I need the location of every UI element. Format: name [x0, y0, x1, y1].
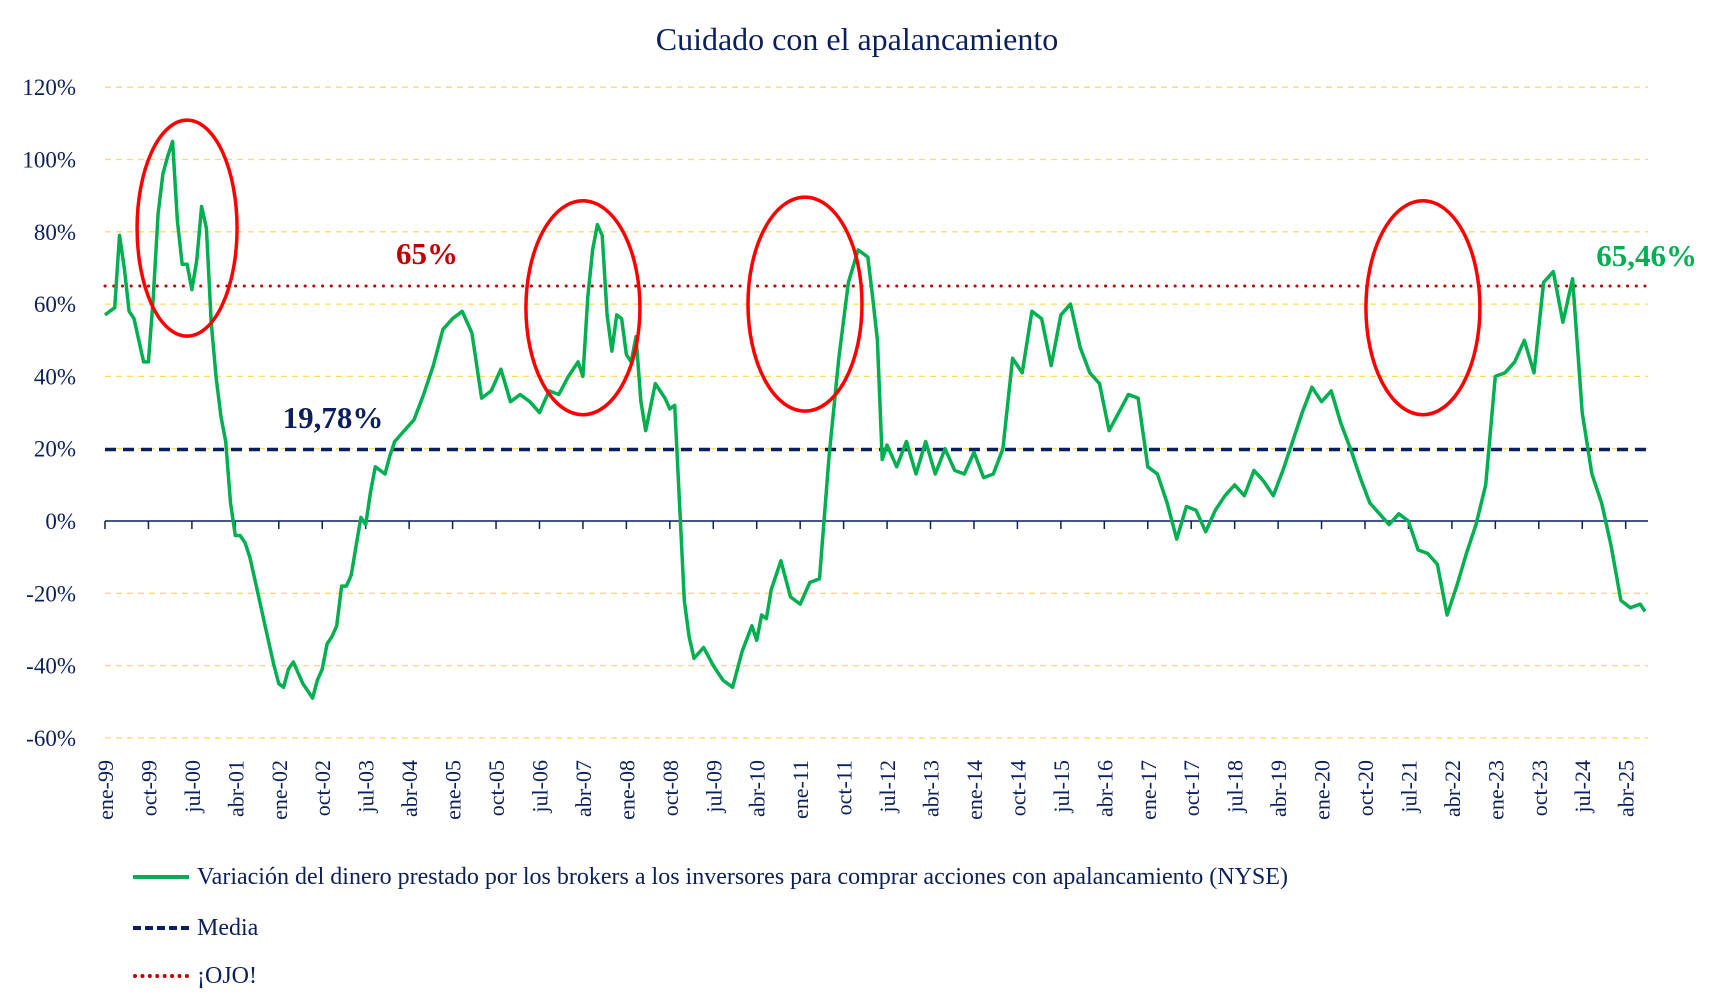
y-tick-label: 20%: [34, 437, 76, 462]
legend-swatch-solid-green: [133, 875, 189, 879]
chart-title: Cuidado con el apalancamiento: [656, 21, 1059, 57]
legend-item-ojo: ¡OJO!: [133, 959, 257, 993]
x-tick-label: jul-00: [180, 760, 205, 814]
legend-item-media: Media: [133, 911, 258, 945]
x-tick-label: jul-09: [701, 760, 726, 814]
x-axis: ene-99 oct-99 jul-00 abr-01 ene-02 oct-02 jul-…: [93, 520, 1648, 820]
y-tick-label: 40%: [34, 364, 76, 389]
x-tick-label: oct-05: [484, 760, 509, 816]
highlight-ellipses: [135, 118, 1482, 417]
y-tick-label: 60%: [34, 292, 76, 317]
x-tick-label: jul-15: [1049, 760, 1074, 814]
legend-label: Variación del dinero prestado por los br…: [197, 863, 1288, 890]
highlight-ellipse: [524, 198, 642, 417]
x-tick-label: abr-13: [919, 760, 944, 817]
legend-swatch-dotted-red: [133, 974, 189, 978]
x-tick-label: ene-02: [267, 760, 292, 820]
x-tick-label: jul-21: [1396, 760, 1421, 814]
y-tick-label: -60%: [26, 726, 76, 751]
series-line: [103, 139, 1647, 700]
x-tick-label: ene-11: [788, 760, 813, 819]
x-tick-label: abr-22: [1440, 760, 1465, 817]
x-tick-label: jul-03: [354, 760, 379, 814]
annotations: 65% 19,78% 65,46%: [283, 236, 1697, 435]
x-tick-label: ene-20: [1310, 760, 1335, 820]
x-tick-label: oct-11: [832, 760, 857, 815]
x-tick-label: abr-04: [397, 760, 422, 817]
x-tick-label: ene-17: [1136, 760, 1161, 820]
x-tick-label: jul-06: [527, 760, 552, 814]
legend-item-series: Variación del dinero prestado por los br…: [133, 860, 1288, 894]
highlight-ellipse: [1364, 198, 1482, 417]
x-tick-label: oct-14: [1005, 760, 1030, 816]
last-value-label: 65,46%: [1596, 238, 1697, 273]
x-tick-label: oct-20: [1353, 760, 1378, 816]
x-tick-label: abr-07: [571, 760, 596, 817]
x-tick-label: abr-25: [1614, 760, 1639, 817]
x-tick-label: ene-05: [441, 760, 466, 820]
x-tick-label: oct-17: [1179, 760, 1204, 816]
x-tick-label: abr-19: [1266, 760, 1291, 817]
mean-value-label: 19,78%: [283, 400, 384, 435]
legend-swatch-dashed-navy: [133, 926, 189, 930]
reference-lines: [103, 284, 1650, 452]
y-tick-label: 120%: [22, 75, 76, 100]
y-tick-label: -20%: [26, 581, 76, 606]
x-tick-label: jul-24: [1570, 760, 1595, 814]
y-axis-ticks: -60% -40% -20% 0% 20% 40% 60% 80% 100% 120%: [22, 75, 76, 751]
x-tick-label: ene-14: [962, 760, 987, 820]
highlight-ellipse: [746, 195, 864, 413]
x-tick-label: oct-08: [658, 760, 683, 816]
x-tick-label: oct-23: [1527, 760, 1552, 816]
y-tick-label: 100%: [22, 148, 76, 173]
x-tick-label: oct-99: [136, 760, 161, 816]
x-tick-label: jul-12: [875, 760, 900, 814]
x-tick-label: ene-23: [1483, 760, 1508, 820]
legend-label: Media: [197, 914, 259, 941]
x-tick-label: abr-10: [745, 760, 770, 817]
y-tick-label: 80%: [34, 220, 76, 245]
highlight-ellipse: [135, 118, 239, 338]
x-tick-label: jul-18: [1223, 760, 1248, 814]
x-tick-label: ene-99: [93, 760, 118, 820]
y-tick-label: -40%: [26, 654, 76, 679]
y-tick-label: 0%: [45, 509, 76, 534]
x-tick-label: oct-02: [310, 760, 335, 816]
x-tick-label: abr-01: [223, 760, 248, 817]
x-tick-label: abr-16: [1092, 760, 1117, 817]
series-layer: [103, 139, 1647, 700]
x-tick-label: ene-08: [614, 760, 639, 820]
legend-label: ¡OJO!: [197, 962, 257, 989]
threshold-value-label: 65%: [396, 236, 458, 271]
